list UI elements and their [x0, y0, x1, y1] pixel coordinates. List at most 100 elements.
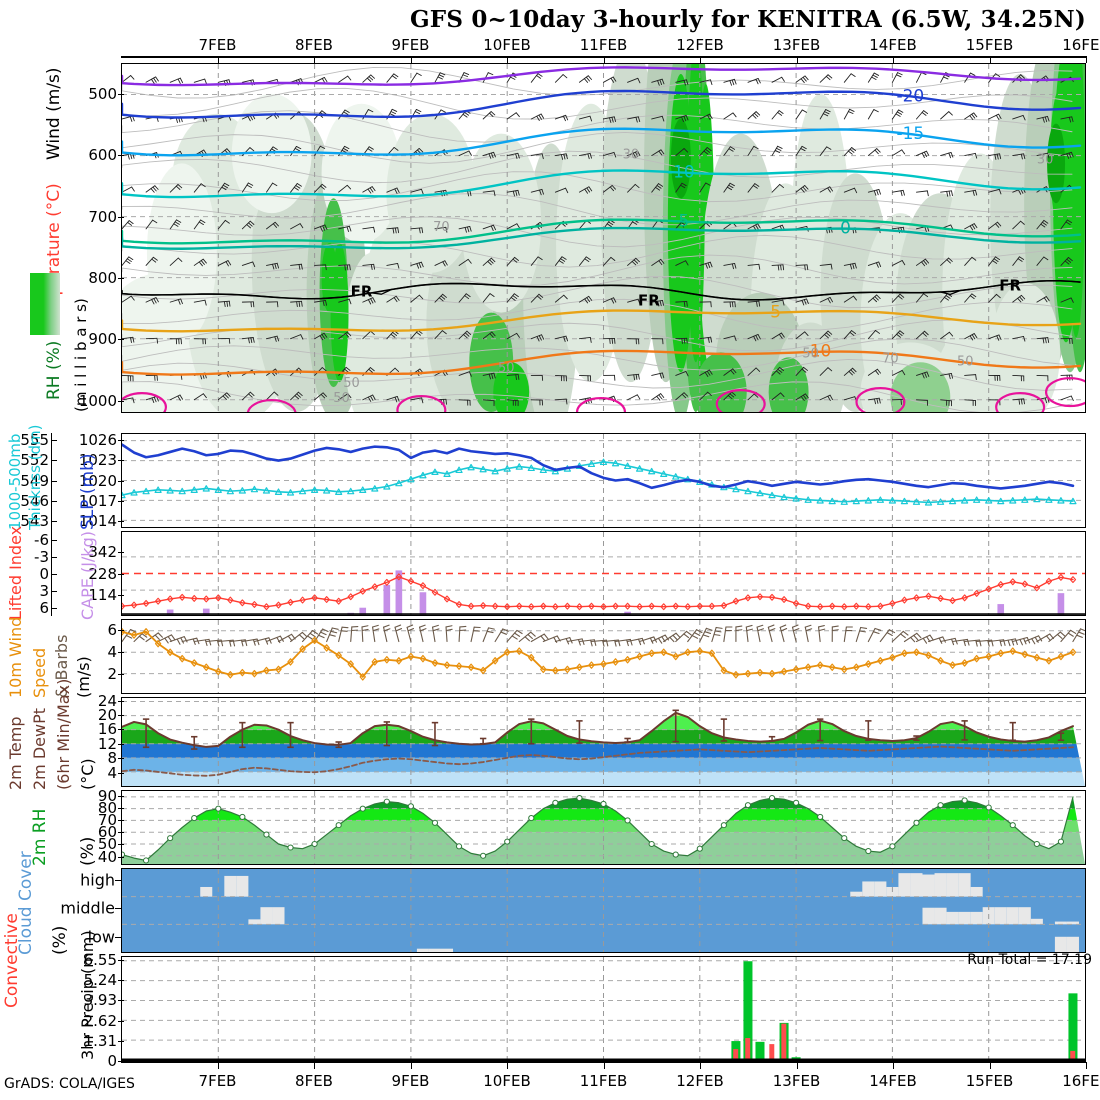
- label-cloud-units: (%): [50, 925, 70, 955]
- thickness-ytick-552: 552: [20, 451, 49, 470]
- footer-credit: GrADS: COLA/IGES: [4, 1076, 135, 1092]
- precip-ytick-1.31: 1.31: [83, 1031, 117, 1050]
- label-rh: RH (%): [44, 340, 64, 400]
- cape-ytick-114-tick: [118, 594, 124, 596]
- x-axis-top: 7FEB 8FEB 9FEB 10FEB 11FEB 12FEB 13FEB 14FEB 15F…: [0, 36, 1100, 63]
- svg-text:50: 50: [802, 346, 818, 361]
- cloud-row-tick-middle: [115, 908, 121, 910]
- cape-ytick-114: 114: [88, 585, 117, 604]
- temp-plot: [122, 698, 1085, 786]
- x-axis-tick-11FEB: [603, 56, 605, 63]
- li-ytick--6: -6: [34, 530, 49, 549]
- x-axis-label-8FEB: 8FEB: [295, 36, 333, 54]
- temp-ytick-12: 12: [97, 734, 117, 753]
- label-slp-mb: SLP (mb): [78, 453, 98, 530]
- label-6hr-minmax: (6hr Min/Max): [54, 678, 73, 790]
- thickness-ytick-543-mark: [51, 521, 57, 523]
- upper-ytick-500: 500: [88, 84, 117, 103]
- temp-ytick-8-tick: [118, 758, 124, 760]
- rh-legend-swatch: [30, 273, 60, 335]
- svg-text:50: 50: [498, 361, 514, 376]
- wind-ytick-6: 6: [107, 621, 117, 640]
- slp-ytick-1014: 1014: [78, 512, 117, 531]
- li-ytick-3-mark: [51, 590, 57, 592]
- thickness-ytick-549-mark: [51, 480, 57, 482]
- upper-ytick-800: 800: [88, 268, 117, 287]
- upper-ytick-900-tick: [118, 339, 124, 341]
- precip-ytick-3.93: 3.93: [83, 991, 117, 1010]
- precip-plot: [122, 957, 1085, 1060]
- x-axis-tick-15FEB: [989, 1062, 991, 1069]
- label-temp-units: (°C): [78, 758, 97, 790]
- panel-2m-rh: [121, 790, 1086, 865]
- x-axis-label-10FEB: 10FEB: [483, 1072, 531, 1090]
- label-3hr-precip: 3hr Precip (mm): [78, 930, 97, 1060]
- wind-ytick-4: 4: [107, 643, 117, 662]
- panel-cloud-cover: [121, 868, 1086, 953]
- run-total-label: Run Total = 17.19: [967, 952, 1092, 968]
- cape-ytick-342: 342: [88, 543, 117, 562]
- thickness-ytick-546-mark: [51, 500, 57, 502]
- x-axis-label-12FEB: 12FEB: [676, 36, 724, 54]
- x-axis-label-16FEB: 16FEB: [1062, 1072, 1100, 1090]
- svg-text:-10: -10: [667, 162, 695, 182]
- x-axis-label-15FEB: 15FEB: [965, 1072, 1014, 1090]
- slp-ytick-1026: 1026: [78, 430, 117, 449]
- svg-text:50: 50: [957, 354, 973, 369]
- svg-text:FR: FR: [351, 283, 373, 301]
- rh-ytick-40: 40: [97, 847, 117, 866]
- svg-text:-5: -5: [672, 210, 689, 230]
- temp-ytick-4-tick: [118, 772, 124, 774]
- thickness-ytick-555-mark: [51, 439, 57, 441]
- temp-ytick-4: 4: [107, 763, 117, 782]
- x-axis-tick-8FEB: [314, 56, 315, 63]
- thickness-ytick-555: 555: [20, 430, 49, 449]
- upper-ytick-1000: 1000: [78, 391, 117, 410]
- slp-ytick-1023: 1023: [78, 451, 117, 470]
- thickness-ytick-549: 549: [20, 471, 49, 490]
- x-axis-label-9FEB: 9FEB: [391, 36, 430, 54]
- rh-ytick-80-tick: [118, 808, 124, 810]
- svg-text:30: 30: [623, 147, 639, 162]
- wind-ytick-6-tick: [118, 630, 124, 632]
- x-axis-label-13FEB: 13FEB: [772, 36, 821, 54]
- svg-text:70: 70: [882, 351, 898, 366]
- cloud-row-tick-low: [115, 936, 121, 938]
- x-axis-tick-9FEB: [410, 1062, 412, 1069]
- label-wind-units: (m/s): [74, 656, 93, 698]
- panel-slp-thickness: [121, 433, 1086, 528]
- temp-ytick-20: 20: [97, 706, 117, 724]
- x-axis-label-7FEB: 7FEB: [198, 36, 237, 54]
- label-2m-temp: 2m Temp: [6, 716, 25, 791]
- li-ytick-6-mark: [51, 607, 57, 609]
- precip-ytick-6.55-tick: [118, 959, 124, 961]
- cape-ytick-228: 228: [88, 564, 117, 583]
- x-axis-label-11FEB: 11FEB: [579, 36, 628, 54]
- rh-ytick-70-tick: [118, 820, 124, 822]
- x-axis-tick-14FEB: [893, 56, 894, 63]
- x-axis-tick-7FEB: [217, 56, 219, 63]
- upper-ytick-800-tick: [118, 277, 124, 279]
- x-axis-top-rule: [121, 56, 1086, 58]
- x-axis-tick-11FEB: [603, 1062, 605, 1069]
- label-2m-dewpt: 2m DewPt: [30, 707, 49, 790]
- cape-li-plot: [122, 532, 1085, 615]
- x-axis-tick-15FEB: [989, 56, 991, 63]
- slp-ytick-1020: 1020: [78, 471, 117, 490]
- label-thickness-dm: Thicknss (dm): [26, 424, 44, 530]
- x-axis-bottom-rule: [121, 1061, 1086, 1063]
- thickness-axis-line: [51, 433, 52, 616]
- svg-text:FR: FR: [638, 292, 660, 310]
- svg-text:10: 10: [810, 341, 832, 361]
- svg-text:50: 50: [333, 391, 349, 406]
- wind-ytick-4-tick: [118, 652, 124, 654]
- precip-ytick-5.24-tick: [118, 980, 124, 982]
- svg-text:70: 70: [433, 220, 449, 235]
- x-axis-label-11FEB: 11FEB: [579, 1072, 628, 1090]
- rh-ytick-80: 80: [97, 799, 117, 818]
- panel-upper-air: -20 -15 -10 -5 0 FR FR FR 5 10 30 30 50 50 70 70 50 50 50: [121, 63, 1086, 413]
- rh-ytick-50-tick: [118, 844, 124, 846]
- temp-ytick-24-tick: [118, 700, 124, 702]
- li-ytick-6: 6: [39, 598, 49, 617]
- x-axis-tick-10FEB: [507, 1062, 508, 1069]
